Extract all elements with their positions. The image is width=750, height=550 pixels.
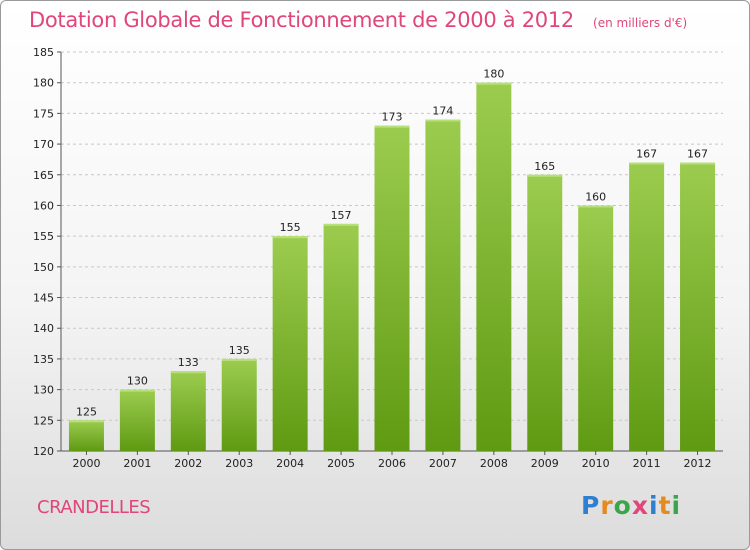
chart-unit: (en milliers d'€) <box>593 16 688 30</box>
y-tick-label: 175 <box>33 107 54 120</box>
bar-value-label: 167 <box>687 147 708 160</box>
bar-value-label: 157 <box>331 209 352 222</box>
bar-2002 <box>170 371 206 451</box>
y-tick-label: 135 <box>33 353 54 366</box>
bar-2003 <box>221 358 257 451</box>
y-tick-label: 160 <box>33 199 54 212</box>
y-tick-label: 155 <box>33 230 54 243</box>
y-tick-label: 130 <box>33 384 54 397</box>
x-tick-label: 2006 <box>378 457 406 470</box>
bar-top-highlight <box>476 82 512 85</box>
x-tick-label: 2012 <box>684 457 712 470</box>
bar-top-highlight <box>119 389 155 392</box>
brand-letter: o <box>613 491 632 520</box>
y-tick-label: 150 <box>33 261 54 274</box>
bars <box>68 82 716 452</box>
x-tick-label: 2008 <box>480 457 508 470</box>
bar-value-label: 133 <box>178 356 199 369</box>
x-tick-label: 2007 <box>429 457 457 470</box>
x-tick-label: 2010 <box>582 457 610 470</box>
x-tick-label: 2003 <box>225 457 253 470</box>
x-tick-label: 2011 <box>633 457 661 470</box>
y-tick-label: 165 <box>33 169 54 182</box>
y-tick-label: 145 <box>33 292 54 305</box>
y-tick-label: 120 <box>33 445 54 458</box>
bar-2005 <box>323 223 359 451</box>
bar-top-highlight <box>680 162 716 165</box>
bar-value-label: 174 <box>432 105 453 118</box>
x-tick-label: 2004 <box>276 457 304 470</box>
brand-letter: x <box>631 491 649 520</box>
y-tick-label: 125 <box>33 414 54 427</box>
y-tick-label: 140 <box>33 322 54 335</box>
x-tick-label: 2001 <box>123 457 151 470</box>
bar-2006 <box>374 125 410 452</box>
bar-2001 <box>119 389 155 451</box>
bar-top-highlight <box>527 174 563 177</box>
bar-top-highlight <box>374 125 410 128</box>
bar-top-highlight <box>272 236 308 239</box>
bar-top-highlight <box>425 119 461 122</box>
bar-top-highlight <box>629 162 665 165</box>
brand-letter: r <box>600 491 614 520</box>
bar-top-highlight <box>323 223 359 226</box>
brand-letter: t <box>658 491 672 520</box>
brand-letter: P <box>581 491 601 520</box>
bar-value-label: 135 <box>229 344 250 357</box>
bar-value-label: 165 <box>534 160 555 173</box>
bar-top-highlight <box>170 371 206 374</box>
x-tick-label: 2002 <box>174 457 202 470</box>
bar-2000 <box>68 420 104 451</box>
title-row: Dotation Globale de Fonctionnement de 20… <box>29 8 687 32</box>
data-labels: 125 130 133 135 155 157 173 174 180 165 160 167 167 <box>76 68 708 419</box>
bar-2012 <box>680 162 716 451</box>
bar-2009 <box>527 174 563 451</box>
commune-name: CRANDELLES <box>37 497 151 518</box>
chart-title: Dotation Globale de Fonctionnement de 20… <box>29 8 574 32</box>
bar-value-label: 160 <box>585 190 606 203</box>
brand-letter: i <box>671 491 682 520</box>
axes: 1201251301351401451501551601651701751801… <box>33 46 723 470</box>
x-tick-label: 2009 <box>531 457 559 470</box>
bar-2011 <box>629 162 665 451</box>
x-tick-label: 2000 <box>72 457 100 470</box>
bar-top-highlight <box>221 358 257 361</box>
bar-value-label: 173 <box>382 111 403 124</box>
y-tick-label: 170 <box>33 138 54 151</box>
bar-value-label: 130 <box>127 375 148 388</box>
bar-value-label: 125 <box>76 405 97 418</box>
brand-letter: i <box>649 491 659 520</box>
brand-logo[interactable]: Proxiti <box>581 491 681 520</box>
bar-2008 <box>476 82 512 451</box>
bar-value-label: 167 <box>636 147 657 160</box>
y-tick-label: 180 <box>33 77 54 90</box>
bar-top-highlight <box>68 420 104 423</box>
bar-top-highlight <box>578 205 614 208</box>
x-tick-label: 2005 <box>327 457 355 470</box>
bar-value-label: 180 <box>483 68 504 81</box>
bar-value-label: 155 <box>280 221 301 234</box>
y-tick-label: 185 <box>33 46 54 59</box>
bar-2010 <box>578 205 614 451</box>
bar-2004 <box>272 236 308 451</box>
bar-2007 <box>425 119 461 452</box>
